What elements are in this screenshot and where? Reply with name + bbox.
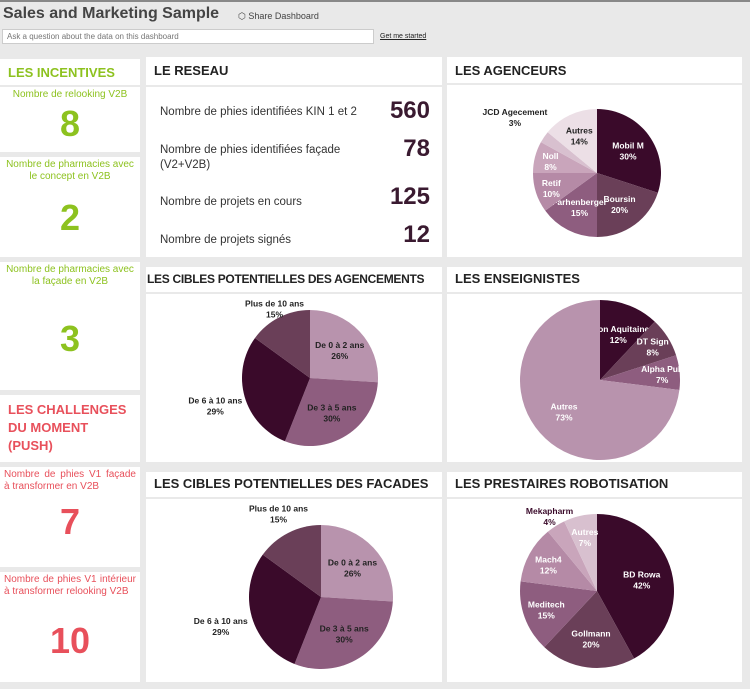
challenges-header: LES CHALLENGES DU MOMENT (PUSH) bbox=[0, 395, 140, 462]
kpi-relooking: Nombre de relooking V2B 8 bbox=[0, 87, 140, 152]
qa-input[interactable] bbox=[2, 29, 374, 44]
pie-label: Plus de 10 ans 15% bbox=[245, 298, 304, 319]
share-dashboard-button[interactable]: ⬡ Share Dashboard bbox=[238, 11, 319, 21]
pie-slice-de-6-10-ans bbox=[249, 554, 321, 664]
pie-label: Farhenberger 15% bbox=[552, 197, 607, 218]
reseau-label: Nombre de phies identifiées façade (V2+V… bbox=[160, 144, 341, 171]
pie-label: De 6 à 10 ans 29% bbox=[194, 616, 248, 637]
pie-slice-de-3-5-ans bbox=[284, 378, 378, 446]
pie-slice-neon-aquitaine bbox=[600, 300, 655, 380]
pie-label: Autres 14% bbox=[566, 125, 593, 146]
prestaires-header: LES PRESTAIRES ROBOTISATION bbox=[447, 472, 742, 497]
reseau-label: Nombre de projets en cours bbox=[160, 196, 302, 208]
pie-label: BD Rowa 42% bbox=[623, 570, 661, 591]
pie-label: Alpha Pub 7% bbox=[641, 364, 683, 385]
pie-label: Plus de 10 ans 15% bbox=[249, 504, 308, 525]
reseau-label: Nombre de phies identifiées KIN 1 et 2 bbox=[160, 106, 357, 118]
pie-label: De 0 à 2 ans 26% bbox=[315, 340, 364, 361]
pie-slice-plus-de-10-ans bbox=[262, 525, 321, 597]
pie-slice-mekapharm bbox=[547, 521, 597, 591]
prestaires-chart: BD Rowa 42% Gollmann 20% Meditech 15% Mach4 12%… bbox=[447, 499, 742, 682]
kpi-facade: Nombre de pharmacies avec la façade en V… bbox=[0, 262, 140, 390]
pie-slice-mach4 bbox=[520, 531, 597, 591]
pie-slice-mobil-m bbox=[597, 109, 661, 193]
cibles-agencements-header: LES CIBLES POTENTIELLES DES AGENCEMENTS bbox=[146, 267, 442, 292]
pie-slice-farhenberger bbox=[545, 173, 597, 237]
pie-slice-de-3-5-ans bbox=[294, 597, 393, 669]
pie-slice-gollmann bbox=[544, 591, 635, 668]
pie-slice-dt-sign bbox=[600, 321, 677, 380]
pie-label: Gollmann 20% bbox=[571, 628, 610, 649]
pie-label: Neon Aquitaine 12% bbox=[587, 324, 649, 345]
pie-slice-bd-rowa bbox=[597, 514, 674, 659]
pie-label: De 3 à 5 ans 30% bbox=[320, 623, 369, 644]
pie-slice-autres bbox=[547, 109, 597, 173]
cibles-agencements-chart: De 0 à 2 ans 26% De 3 à 5 ans 30% De 6 à 10 … bbox=[146, 294, 442, 462]
pie-slice-de-6-10-ans bbox=[242, 338, 310, 442]
pie-label: JCD Agecement 3% bbox=[483, 107, 548, 128]
pie-label: Retif 10% bbox=[542, 178, 561, 199]
pie-label: Meditech 15% bbox=[528, 599, 565, 620]
kpi-interieur-transform: Nombre de phies V1 intérieur à transform… bbox=[0, 572, 140, 682]
pie-label: Mobil M 30% bbox=[612, 140, 644, 161]
pie-label: Noll 8% bbox=[542, 151, 558, 172]
pie-slice-de-0-2-ans bbox=[321, 525, 393, 602]
pie-label: Boursin 20% bbox=[604, 194, 636, 215]
pie-slice-autres bbox=[564, 514, 597, 591]
pie-slice-retif bbox=[533, 173, 597, 211]
pie-slice-plus-de-10-ans bbox=[254, 310, 310, 378]
reseau-header: LE RESEAU bbox=[146, 57, 442, 85]
cibles-facades-chart: De 0 à 2 ans 26% De 3 à 5 ans 30% De 6 à 10 … bbox=[146, 499, 442, 682]
pie-label: De 0 à 2 ans 26% bbox=[328, 557, 377, 578]
pie-slice-de-0-2-ans bbox=[310, 310, 378, 383]
pie-label: Autres 7% bbox=[571, 527, 598, 548]
reseau-value: 12 bbox=[403, 221, 430, 248]
dashboard-title: Sales and Marketing Sample bbox=[3, 5, 220, 22]
agenceurs-header: LES AGENCEURS bbox=[447, 57, 742, 83]
reseau-kpis: Nombre de phies identifiées KIN 1 et 2 56… bbox=[146, 87, 442, 257]
pie-label: De 3 à 5 ans 30% bbox=[307, 402, 356, 423]
enseignistes-header: LES ENSEIGNISTES bbox=[447, 267, 742, 292]
pie-slice-jcd-agecement bbox=[540, 132, 597, 173]
pie-slice-noll bbox=[533, 142, 597, 173]
kpi-concept: Nombre de pharmacies avec le concept en … bbox=[0, 157, 140, 257]
pie-label: DT Sign 8% bbox=[637, 337, 669, 358]
reseau-value: 560 bbox=[389, 97, 430, 124]
pie-label: Mach4 12% bbox=[535, 554, 562, 575]
agenceurs-chart: Mobil M 30% Boursin 20% Farhenberger 15% Retif… bbox=[447, 85, 742, 257]
enseignistes-chart: Neon Aquitaine 12% DT Sign 8% Alpha Pub 7% Aut… bbox=[447, 294, 742, 462]
pie-label: Mekapharm 4% bbox=[526, 506, 574, 527]
reseau-value: 78 bbox=[403, 135, 430, 162]
get-started-link[interactable]: Get me started bbox=[380, 33, 427, 40]
reseau-label: Nombre de projets signés bbox=[160, 234, 292, 246]
cibles-facades-header: LES CIBLES POTENTIELLES DES FACADES bbox=[146, 472, 442, 497]
incentives-header: LES INCENTIVES bbox=[0, 59, 140, 85]
pie-slice-autres bbox=[520, 300, 680, 460]
pie-slice-meditech bbox=[520, 581, 597, 648]
pie-slice-alpha-pub bbox=[600, 355, 680, 391]
kpi-facade-transform: Nombre de phies V1 façade à transformer … bbox=[0, 467, 140, 567]
pie-label: De 6 à 10 ans 29% bbox=[188, 396, 242, 417]
reseau-value: 125 bbox=[389, 183, 430, 210]
pie-label: Autres 73% bbox=[551, 402, 578, 423]
share-icon: ⬡ bbox=[238, 11, 249, 21]
pie-slice-boursin bbox=[597, 173, 658, 237]
